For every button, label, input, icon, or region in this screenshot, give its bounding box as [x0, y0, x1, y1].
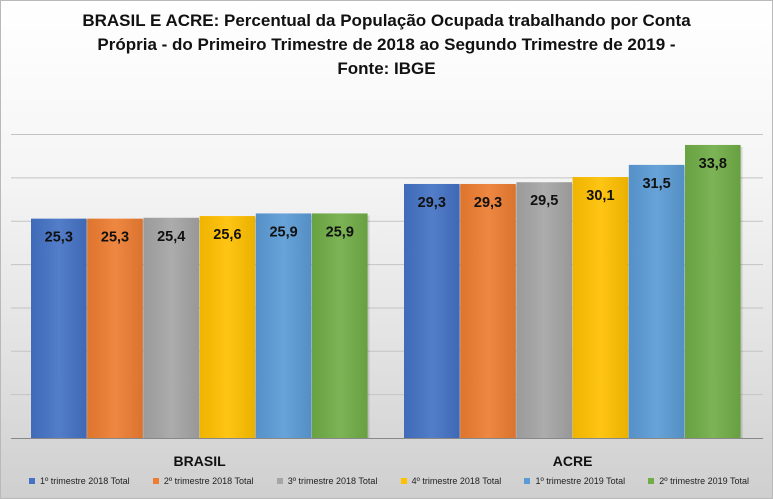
chart-title-line-2: Própria - do Primeiro Trimestre de 2018 …	[97, 35, 676, 54]
bar-shade-acre-3	[516, 182, 572, 438]
bar-shade-brasil-4	[199, 216, 256, 438]
legend-swatch-3	[276, 478, 283, 484]
category-label-acre: ACRE	[553, 453, 593, 469]
bar-shade-acre-4	[572, 177, 629, 438]
data-label-brasil-series-1: 25,3	[45, 230, 73, 246]
data-label-acre-series-2: 29,3	[474, 195, 502, 211]
legend-swatch-2	[152, 478, 159, 484]
data-label-brasil-series-3: 25,4	[157, 229, 185, 245]
legend-swatch-1	[29, 478, 35, 484]
data-label-acre-series-5: 31,5	[642, 176, 670, 192]
bar-shade-brasil-5	[255, 213, 312, 438]
legend-item-2: 2º trimestre 2018 Total	[152, 476, 254, 486]
chart-title-line-3: Fonte: IBGE	[337, 59, 436, 78]
chart-title-line-1: BRASIL E ACRE: Percentual da População O…	[82, 11, 691, 30]
bar-shade-brasil-6	[312, 213, 368, 438]
legend-item-5: 1º trimestre 2019 Total	[524, 476, 625, 486]
data-label-brasil-series-4: 25,6	[213, 227, 241, 243]
legend-item-6: 2º trimestre 2019 Total	[648, 476, 749, 486]
bar-series-group: 25,3 25,3 25,4 25,6 25,9 25,9 29,3 29,3 29,5 30,1…	[31, 144, 743, 439]
legend-swatch-4	[400, 478, 407, 484]
legend-label-5: 1º trimestre 2019 Total	[535, 476, 626, 486]
category-labels: BRASIL ACRE	[174, 453, 593, 469]
legend-item-3: 3º trimestre 2018 Total	[276, 476, 378, 486]
legend-item-4: 4º trimestre 2018 Total	[400, 476, 502, 486]
legend-label-1: 1º trimestre 2018 Total	[40, 476, 130, 486]
legend-label-6: 2º trimestre 2019 Total	[659, 476, 749, 486]
legend-label-4: 4º trimestre 2018 Total	[411, 476, 502, 486]
legend-swatch-5	[524, 478, 531, 484]
legend-label-3: 3º trimestre 2018 Total	[287, 476, 378, 486]
bar-shade-brasil-1	[31, 218, 87, 438]
bar-shade-acre-2	[460, 183, 516, 438]
data-label-acre-series-1: 29,3	[418, 195, 446, 211]
legend-label-2: 2º trimestre 2018 Total	[163, 476, 254, 486]
bar-shade-brasil-2	[87, 218, 143, 438]
chart-title: BRASIL E ACRE: Percentual da População O…	[41, 9, 732, 81]
legend: 1º trimestre 2018 Total 2º trimestre 2018…	[29, 476, 749, 486]
data-label-acre-series-4: 30,1	[586, 188, 614, 204]
bar-shade-brasil-3	[143, 217, 199, 438]
data-label-brasil-series-5: 25,9	[269, 224, 297, 240]
data-label-brasil-series-6: 25,9	[326, 224, 354, 240]
data-label-brasil-series-2: 25,3	[101, 230, 129, 246]
bar-shade-acre-5	[628, 164, 685, 438]
data-label-acre-series-3: 29,5	[530, 193, 558, 209]
bar-shade-acre-6	[685, 144, 741, 439]
category-label-brasil: BRASIL	[174, 453, 227, 469]
data-label-acre-series-6: 33,8	[699, 156, 727, 172]
legend-item-1: 1º trimestre 2018 Total	[29, 476, 130, 486]
bar-shade-acre-1	[404, 183, 460, 438]
legend-swatch-6	[648, 478, 655, 484]
